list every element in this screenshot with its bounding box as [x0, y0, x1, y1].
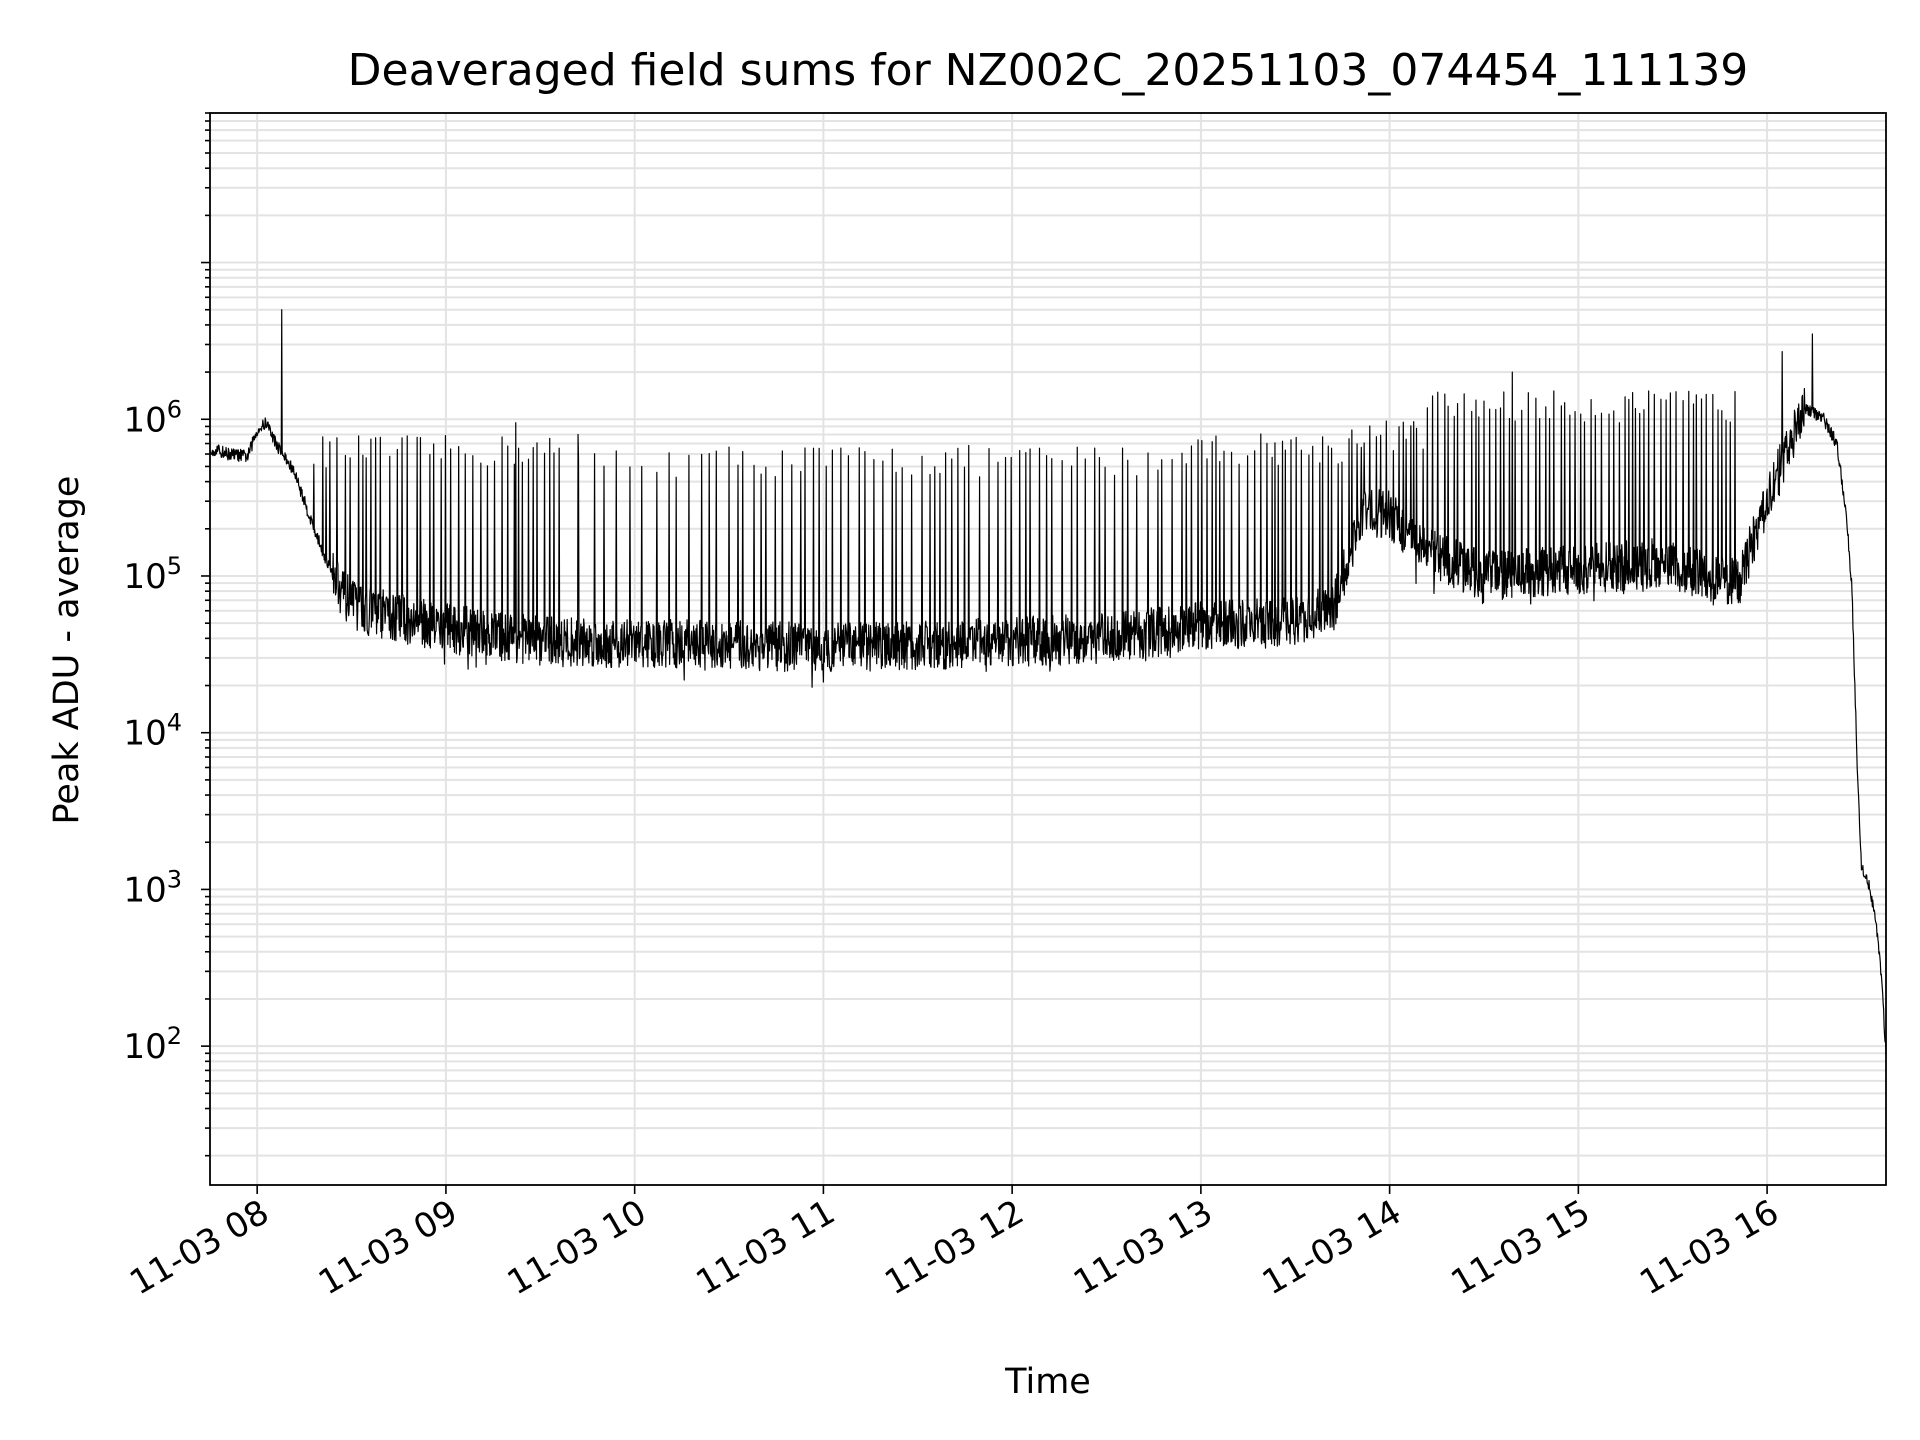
x-axis-label: Time: [1004, 1362, 1091, 1402]
y-axis-label: Peak ADU - average: [47, 476, 87, 825]
y-tick-label: 103: [123, 865, 182, 910]
chart-title: Deaveraged field sums for NZ002C_2025110…: [348, 45, 1749, 96]
y-tick-label: 105: [123, 552, 182, 597]
series-layer: [209, 309, 1887, 1055]
y-tick-label: 106: [123, 395, 182, 440]
plot-frame: [209, 112, 1887, 1186]
y-tick-label: 102: [123, 1022, 182, 1067]
series-line: [209, 309, 1887, 1055]
y-tick-label: 104: [123, 709, 182, 754]
